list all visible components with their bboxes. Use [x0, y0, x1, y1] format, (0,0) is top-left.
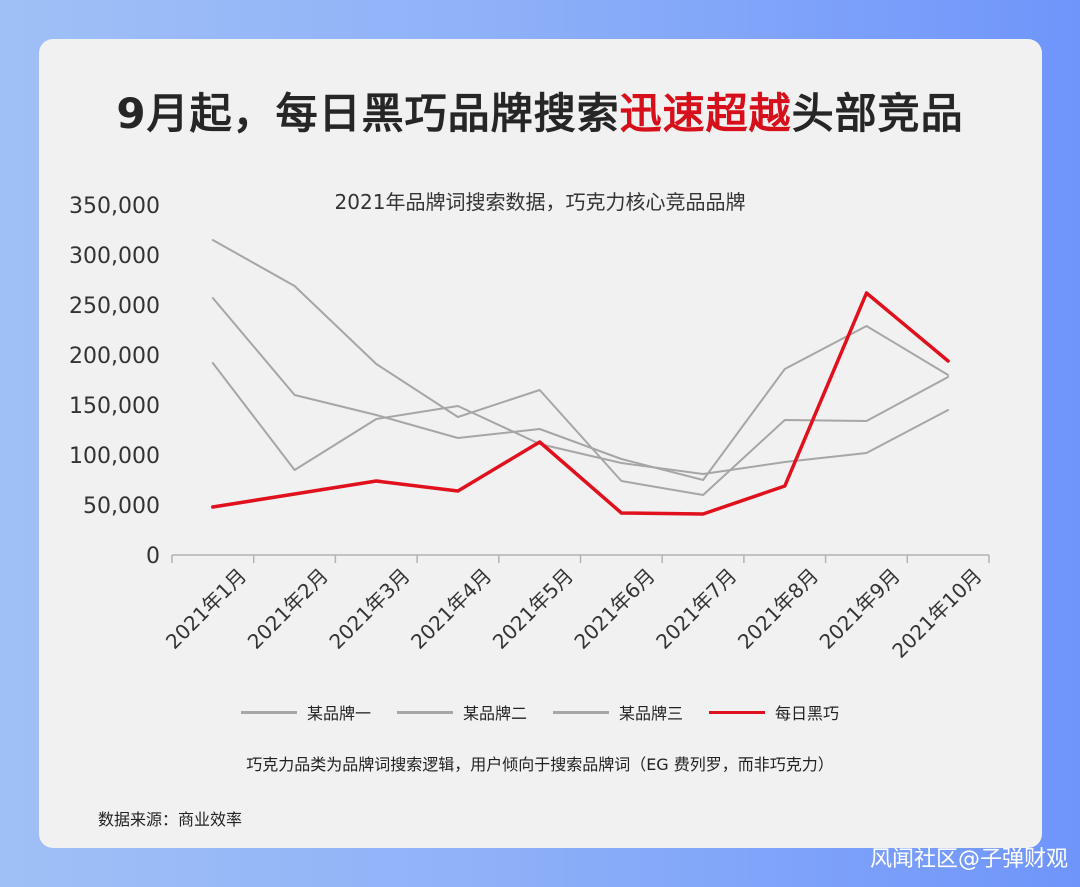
legend-swatch: [709, 710, 766, 714]
y-tick-label: 250,000: [69, 294, 160, 319]
x-tick-label: 2021年3月: [324, 564, 414, 654]
headline-highlight: 迅速超越: [619, 89, 792, 138]
legend-item: 每日黑巧: [709, 700, 839, 724]
chart-note: 巧克力品类为品牌词搜索逻辑，用户倾向于搜索品牌词（EG 费列罗，而非巧克力）: [246, 755, 834, 774]
legend-item: 某品牌一: [240, 700, 371, 724]
y-tick-label: 300,000: [69, 244, 160, 269]
legend-swatch: [396, 710, 453, 714]
chart-legend: 某品牌一 某品牌二 某品牌三 每日黑巧: [0, 700, 1080, 724]
legend-swatch: [240, 710, 297, 714]
x-tick-label: 2021年1月: [161, 564, 251, 654]
y-tick-label: 100,000: [69, 444, 160, 469]
series-line: [211, 239, 950, 496]
x-tick-label: 2021年6月: [569, 564, 659, 654]
headline-part1: 9月起，每日黑巧品牌搜索: [116, 89, 620, 138]
series-line: [211, 362, 950, 475]
data-source: 数据来源：商业效率: [98, 810, 243, 829]
x-tick-label: 2021年9月: [815, 564, 905, 654]
headline-part2: 头部竞品: [791, 89, 964, 138]
legend-label: 某品牌三: [619, 704, 684, 723]
legend-label: 某品牌一: [306, 704, 371, 723]
line-chart: 0 50,000 100,000 150,000 200,000 250,000 300,0…: [69, 194, 990, 663]
legend-item: 某品牌二: [396, 700, 527, 724]
x-tick-label: 2021年7月: [651, 564, 741, 654]
x-tick-label: 2021年8月: [733, 564, 823, 654]
headline: 9月起，每日黑巧品牌搜索迅速超越头部竞品: [0, 80, 1080, 141]
y-tick-label: 150,000: [69, 394, 160, 419]
y-tick-label: 200,000: [69, 344, 160, 369]
legend-swatch: [553, 710, 609, 714]
x-tick-label: 2021年2月: [243, 564, 333, 654]
y-tick-label: 0: [146, 544, 160, 569]
y-tick-label: 350,000: [69, 194, 160, 219]
legend-label: 每日黑巧: [775, 704, 840, 723]
y-tick-label: 50,000: [83, 494, 160, 519]
series-line: [211, 297, 950, 481]
watermark: 风闻社区@子弹财观: [869, 847, 1068, 872]
legend-item: 某品牌三: [553, 700, 683, 724]
series-line: [211, 291, 950, 516]
legend-label: 某品牌二: [462, 704, 527, 723]
chart-title: 2021年品牌词搜索数据，巧克力核心竞品品牌: [334, 190, 746, 214]
x-tick-label: 2021年5月: [488, 564, 578, 654]
x-tick-label: 2021年4月: [406, 564, 496, 654]
